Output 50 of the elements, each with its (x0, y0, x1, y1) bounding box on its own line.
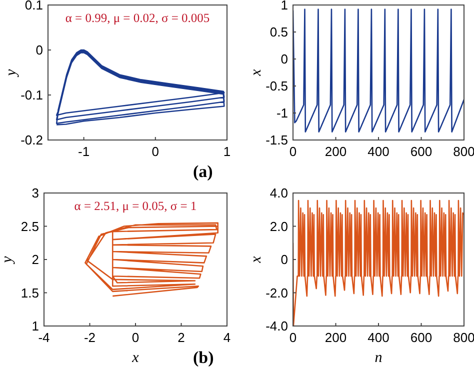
y-tick-label: 0.1 (24, 0, 43, 12)
y-tick-label: -1.5 (266, 132, 288, 148)
y-tick-label: -0.1 (20, 88, 43, 102)
y-tick-label: 2 (32, 252, 39, 267)
x-tick-label: 600 (410, 144, 432, 159)
text: (a) (193, 162, 213, 181)
line-series (56, 49, 225, 126)
y-tick-label: 2.5 (20, 218, 39, 234)
y-tick-label: 1 (280, 0, 288, 12)
x-tick-label: 800 (453, 144, 474, 159)
y-tick-label: -0.5 (266, 78, 288, 94)
x-tick-label: -4 (38, 330, 50, 345)
y-tick-label: -1 (276, 106, 288, 120)
line-series (293, 8, 464, 133)
y-axis-title: y (0, 256, 16, 265)
x-tick-label: -2 (84, 330, 96, 345)
x-tick-label: -1 (78, 144, 90, 159)
x-tick-label: 1 (223, 144, 231, 159)
y-tick-label: 0.5 (270, 24, 288, 40)
x-tick-label: 200 (324, 144, 347, 159)
x-axis-title: n (374, 350, 382, 366)
x-tick-label: 0 (152, 144, 160, 159)
line-series (293, 200, 464, 326)
x-tick-label: 400 (368, 144, 390, 159)
y-tick-label: 4.0 (270, 186, 288, 200)
line-series (84, 222, 218, 297)
y-tick-label: 0 (280, 252, 288, 267)
y-tick-label: -2.0 (266, 285, 288, 300)
y-tick-label: 2.0 (270, 218, 288, 234)
y-axis-title: x (248, 68, 264, 77)
y-tick-label: -0.2 (20, 132, 43, 148)
x-tick-label: 400 (368, 330, 390, 345)
y-axis-title: x (248, 256, 264, 264)
x-tick-label: 2 (178, 330, 185, 345)
y-tick-label: 0 (280, 52, 288, 66)
x-tick-label: 4 (223, 330, 231, 345)
x-tick-label: 800 (453, 330, 474, 345)
x-tick-label: 600 (410, 330, 432, 345)
annotation: α = 2.51, μ = 0.05, σ = 1 (74, 199, 197, 213)
text: (b) (193, 348, 214, 367)
y-axis-title: y (3, 68, 20, 78)
y-tick-label: 3 (32, 186, 39, 200)
x-axis-title: x (131, 350, 140, 366)
y-tick-label: 1.5 (20, 285, 39, 300)
x-tick-label: 200 (324, 330, 347, 345)
y-tick-label: 0 (36, 42, 43, 58)
annotation: α = 0.99, μ = 0.02, σ = 0.005 (65, 11, 210, 25)
x-tick-label: 0 (132, 330, 140, 345)
y-tick-label: 1 (32, 318, 39, 334)
y-tick-label: -4.0 (266, 318, 288, 334)
